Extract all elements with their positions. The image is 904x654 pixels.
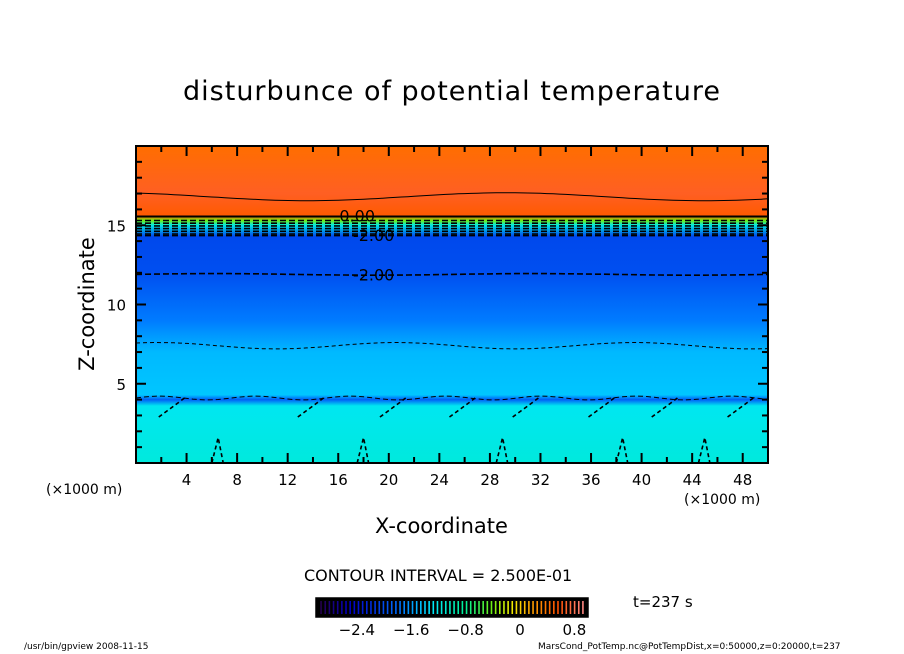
contour-line-positive	[135, 192, 769, 202]
x-tick-label: 36	[581, 471, 600, 489]
colorbar-tick-label: −0.8	[447, 621, 483, 639]
x-tick-label: 16	[329, 471, 348, 489]
x-tick-label: 28	[480, 471, 499, 489]
footer-left: /usr/bin/gpview 2008-11-15	[24, 642, 149, 652]
x-unit-label-left: (×1000 m)	[46, 482, 123, 498]
chart-title: disturbunce of potential temperature	[183, 76, 721, 107]
contour-line-negative	[727, 395, 756, 418]
colorbar-background	[316, 598, 588, 617]
contour-line-negative	[588, 395, 617, 418]
contour-line-negative	[379, 395, 409, 418]
x-tick-label: 40	[632, 471, 651, 489]
contour-line-negative	[512, 395, 541, 418]
x-tick-label: 20	[379, 471, 398, 489]
footer-right: MarsCond_PotTemp.nc@PotTempDist,x=0:5000…	[538, 642, 841, 652]
colorbar-tick-label: −2.4	[339, 621, 375, 639]
contour-labels: 0.00-2.00-2.00	[339, 207, 394, 285]
x-unit-label-right: (×1000 m)	[684, 492, 761, 508]
colorbar-frame	[315, 597, 589, 618]
contour-line-negative	[158, 395, 188, 418]
contour-label: 0.00	[339, 207, 375, 226]
axis-ticks	[136, 146, 768, 463]
contour-interval: CONTOUR INTERVAL = 2.500E-01	[304, 566, 573, 585]
x-tick-label: 32	[531, 471, 550, 489]
x-tick-label: 48	[733, 471, 752, 489]
x-tick-label: 44	[683, 471, 702, 489]
x-tick-label: 12	[278, 471, 297, 489]
contour-line-negative	[651, 395, 681, 418]
x-tick-label: 4	[182, 471, 192, 489]
y-tick-label: 15	[107, 217, 126, 235]
x-tick-label: 24	[430, 471, 449, 489]
contour-line-negative	[615, 437, 629, 464]
x-axis-label: X-coordinate	[375, 514, 508, 538]
contour-line-negative	[495, 437, 509, 464]
contour-line-negative	[135, 395, 769, 401]
colorbar-tick-label: 0	[515, 621, 525, 639]
colorbar-tick-label: −1.6	[393, 621, 429, 639]
contour-line-negative	[448, 395, 478, 418]
contour-line-negative	[697, 437, 711, 464]
contour-line-negative	[135, 272, 769, 276]
y-tick-label: 5	[116, 376, 126, 394]
y-axis-label: Z-coordinate	[75, 237, 99, 371]
contour-line-negative	[135, 341, 769, 350]
time-label: t=237 s	[633, 593, 693, 611]
contour-line-negative	[211, 437, 225, 464]
colorbar-tick-label: 0.8	[562, 621, 586, 639]
contour-line-negative	[297, 395, 327, 418]
contour-lines	[135, 192, 769, 464]
contour-label: -2.00	[353, 265, 394, 284]
y-tick-label: 10	[107, 297, 126, 315]
colorbar: −2.4 −1.6 −0.8 0 0.8	[315, 597, 589, 639]
x-tick-label: 8	[232, 471, 242, 489]
contour-line-negative	[356, 437, 370, 464]
contour-label: -2.00	[353, 226, 394, 245]
